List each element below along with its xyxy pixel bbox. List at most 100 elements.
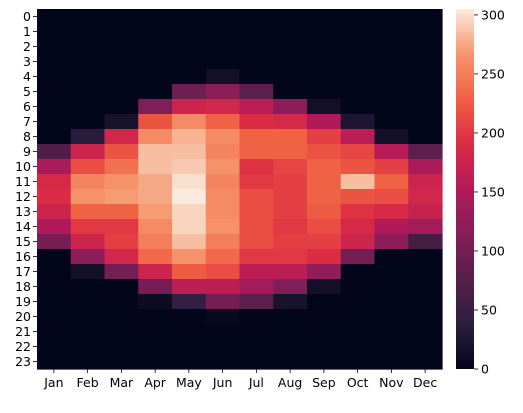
heatmap-cell bbox=[374, 159, 409, 175]
heatmap-cell bbox=[307, 114, 342, 130]
y-tick-label: 5 bbox=[23, 84, 31, 99]
heatmap-cell bbox=[205, 264, 241, 280]
x-tick-label: Jan bbox=[43, 375, 63, 390]
heatmap-cell bbox=[37, 294, 72, 310]
heatmap-cell bbox=[104, 159, 139, 175]
heatmap-cell bbox=[340, 54, 376, 70]
heatmap-cell bbox=[172, 54, 207, 70]
heatmap-cell bbox=[172, 279, 207, 295]
heatmap-cell bbox=[37, 264, 72, 280]
heatmap-cell bbox=[340, 174, 376, 190]
x-tick-label: Dec bbox=[413, 375, 437, 390]
heatmap-cell bbox=[70, 144, 106, 160]
heatmap-cell bbox=[273, 174, 308, 190]
heatmap-cell bbox=[138, 264, 173, 280]
heatmap-cell bbox=[374, 279, 409, 295]
heatmap-cell bbox=[273, 219, 308, 235]
heatmap-cell bbox=[138, 54, 173, 70]
heatmap-cell bbox=[104, 114, 139, 130]
heatmap-cell bbox=[104, 84, 139, 100]
heatmap-cell bbox=[374, 99, 409, 115]
colorbar-tick-label: 200 bbox=[481, 125, 505, 140]
heatmap-cell bbox=[273, 324, 308, 340]
colorbar-tick-label: 150 bbox=[481, 184, 505, 199]
y-tick-label: 3 bbox=[23, 54, 31, 69]
heatmap-cell bbox=[205, 24, 241, 40]
heatmap-cell bbox=[172, 9, 207, 25]
y-tick-label: 16 bbox=[15, 249, 31, 264]
x-tick-label: Nov bbox=[379, 375, 404, 390]
heatmap-cell bbox=[408, 24, 443, 40]
heatmap-cell bbox=[374, 249, 409, 265]
heatmap-cell bbox=[340, 39, 376, 55]
heatmap-cell bbox=[307, 84, 342, 100]
heatmap-cell bbox=[239, 24, 274, 40]
heatmap-cell bbox=[340, 204, 376, 220]
y-tick-label: 4 bbox=[23, 69, 31, 84]
heatmap-cell bbox=[70, 339, 106, 355]
heatmap-cell bbox=[340, 294, 376, 310]
heatmap-cell bbox=[205, 204, 241, 220]
colorbar-tick-label: 250 bbox=[481, 66, 505, 81]
heatmap-cell bbox=[70, 84, 106, 100]
heatmap-cell bbox=[70, 204, 106, 220]
heatmap-cell bbox=[138, 69, 173, 85]
heatmap-cell bbox=[408, 279, 443, 295]
heatmap-cell bbox=[340, 114, 376, 130]
heatmap-cell bbox=[70, 159, 106, 175]
heatmap-cell bbox=[70, 54, 106, 70]
heatmap-cell bbox=[138, 84, 173, 100]
heatmap-cell bbox=[70, 174, 106, 190]
heatmap-cell bbox=[138, 99, 173, 115]
heatmap-cell bbox=[138, 24, 173, 40]
y-tick-label: 12 bbox=[15, 189, 31, 204]
heatmap-cell bbox=[172, 354, 207, 370]
heatmap-cell bbox=[239, 294, 274, 310]
heatmap-cell bbox=[273, 159, 308, 175]
heatmap-cell bbox=[138, 354, 173, 370]
heatmap-cell bbox=[37, 189, 72, 205]
heatmap-cell bbox=[70, 219, 106, 235]
heatmap-cell bbox=[104, 144, 139, 160]
heatmap-cell bbox=[138, 144, 173, 160]
heatmap-cell bbox=[408, 189, 443, 205]
heatmap-cell bbox=[239, 249, 274, 265]
x-tick-label: Sep bbox=[312, 375, 336, 390]
heatmap-cell bbox=[374, 24, 409, 40]
colorbar-tick-label: 50 bbox=[481, 302, 497, 317]
x-tick-label: Jul bbox=[248, 375, 264, 390]
heatmap-cell bbox=[273, 339, 308, 355]
heatmap-cell bbox=[138, 249, 173, 265]
heatmap-cell bbox=[307, 294, 342, 310]
heatmap-cell bbox=[138, 279, 173, 295]
heatmap-cell bbox=[340, 324, 376, 340]
heatmap-cell bbox=[205, 279, 241, 295]
heatmap-cell bbox=[205, 309, 241, 325]
heatmap-cell bbox=[340, 159, 376, 175]
y-tick-label: 11 bbox=[15, 174, 31, 189]
heatmap-cells bbox=[37, 9, 443, 370]
heatmap-cell bbox=[172, 99, 207, 115]
heatmap-cell bbox=[239, 279, 274, 295]
heatmap-cell bbox=[307, 279, 342, 295]
heatmap-cell bbox=[273, 249, 308, 265]
heatmap-cell bbox=[307, 204, 342, 220]
heatmap-cell bbox=[205, 249, 241, 265]
heatmap-cell bbox=[138, 159, 173, 175]
colorbar-ticks: 0 50 100 150 200 250 300 bbox=[474, 7, 505, 377]
heatmap-cell bbox=[138, 39, 173, 55]
heatmap-cell bbox=[37, 324, 72, 340]
heatmap-cell bbox=[340, 279, 376, 295]
heatmap-cell bbox=[37, 204, 72, 220]
heatmap-cell bbox=[37, 9, 72, 25]
heatmap-cell bbox=[104, 24, 139, 40]
heatmap-cell bbox=[273, 309, 308, 325]
heatmap-cell bbox=[374, 264, 409, 280]
heatmap-cell bbox=[273, 24, 308, 40]
heatmap-cell bbox=[374, 84, 409, 100]
y-tick-label: 7 bbox=[23, 114, 31, 129]
heatmap-cell bbox=[37, 84, 72, 100]
y-tick-label: 8 bbox=[23, 129, 31, 144]
heatmap-cell bbox=[205, 339, 241, 355]
heatmap-cell bbox=[104, 39, 139, 55]
